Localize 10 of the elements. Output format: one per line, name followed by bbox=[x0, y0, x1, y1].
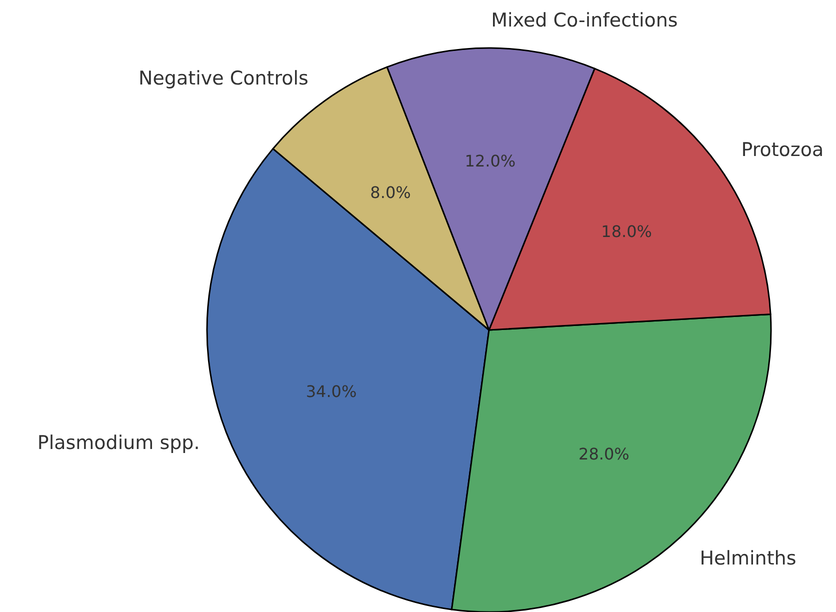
data-label: 12.0% bbox=[464, 151, 516, 170]
slice-label: Protozoa bbox=[741, 139, 824, 162]
data-label: 28.0% bbox=[578, 444, 630, 464]
data-label: 18.0% bbox=[601, 222, 652, 242]
slice-label: Plasmodium spp. bbox=[37, 432, 200, 454]
slice-label: Negative Controls bbox=[138, 67, 308, 90]
slice-label: Helminths bbox=[700, 547, 796, 570]
slice-label: Mixed Co-infections bbox=[491, 9, 678, 32]
data-label: 34.0% bbox=[306, 382, 357, 401]
data-label: 8.0% bbox=[370, 183, 411, 202]
